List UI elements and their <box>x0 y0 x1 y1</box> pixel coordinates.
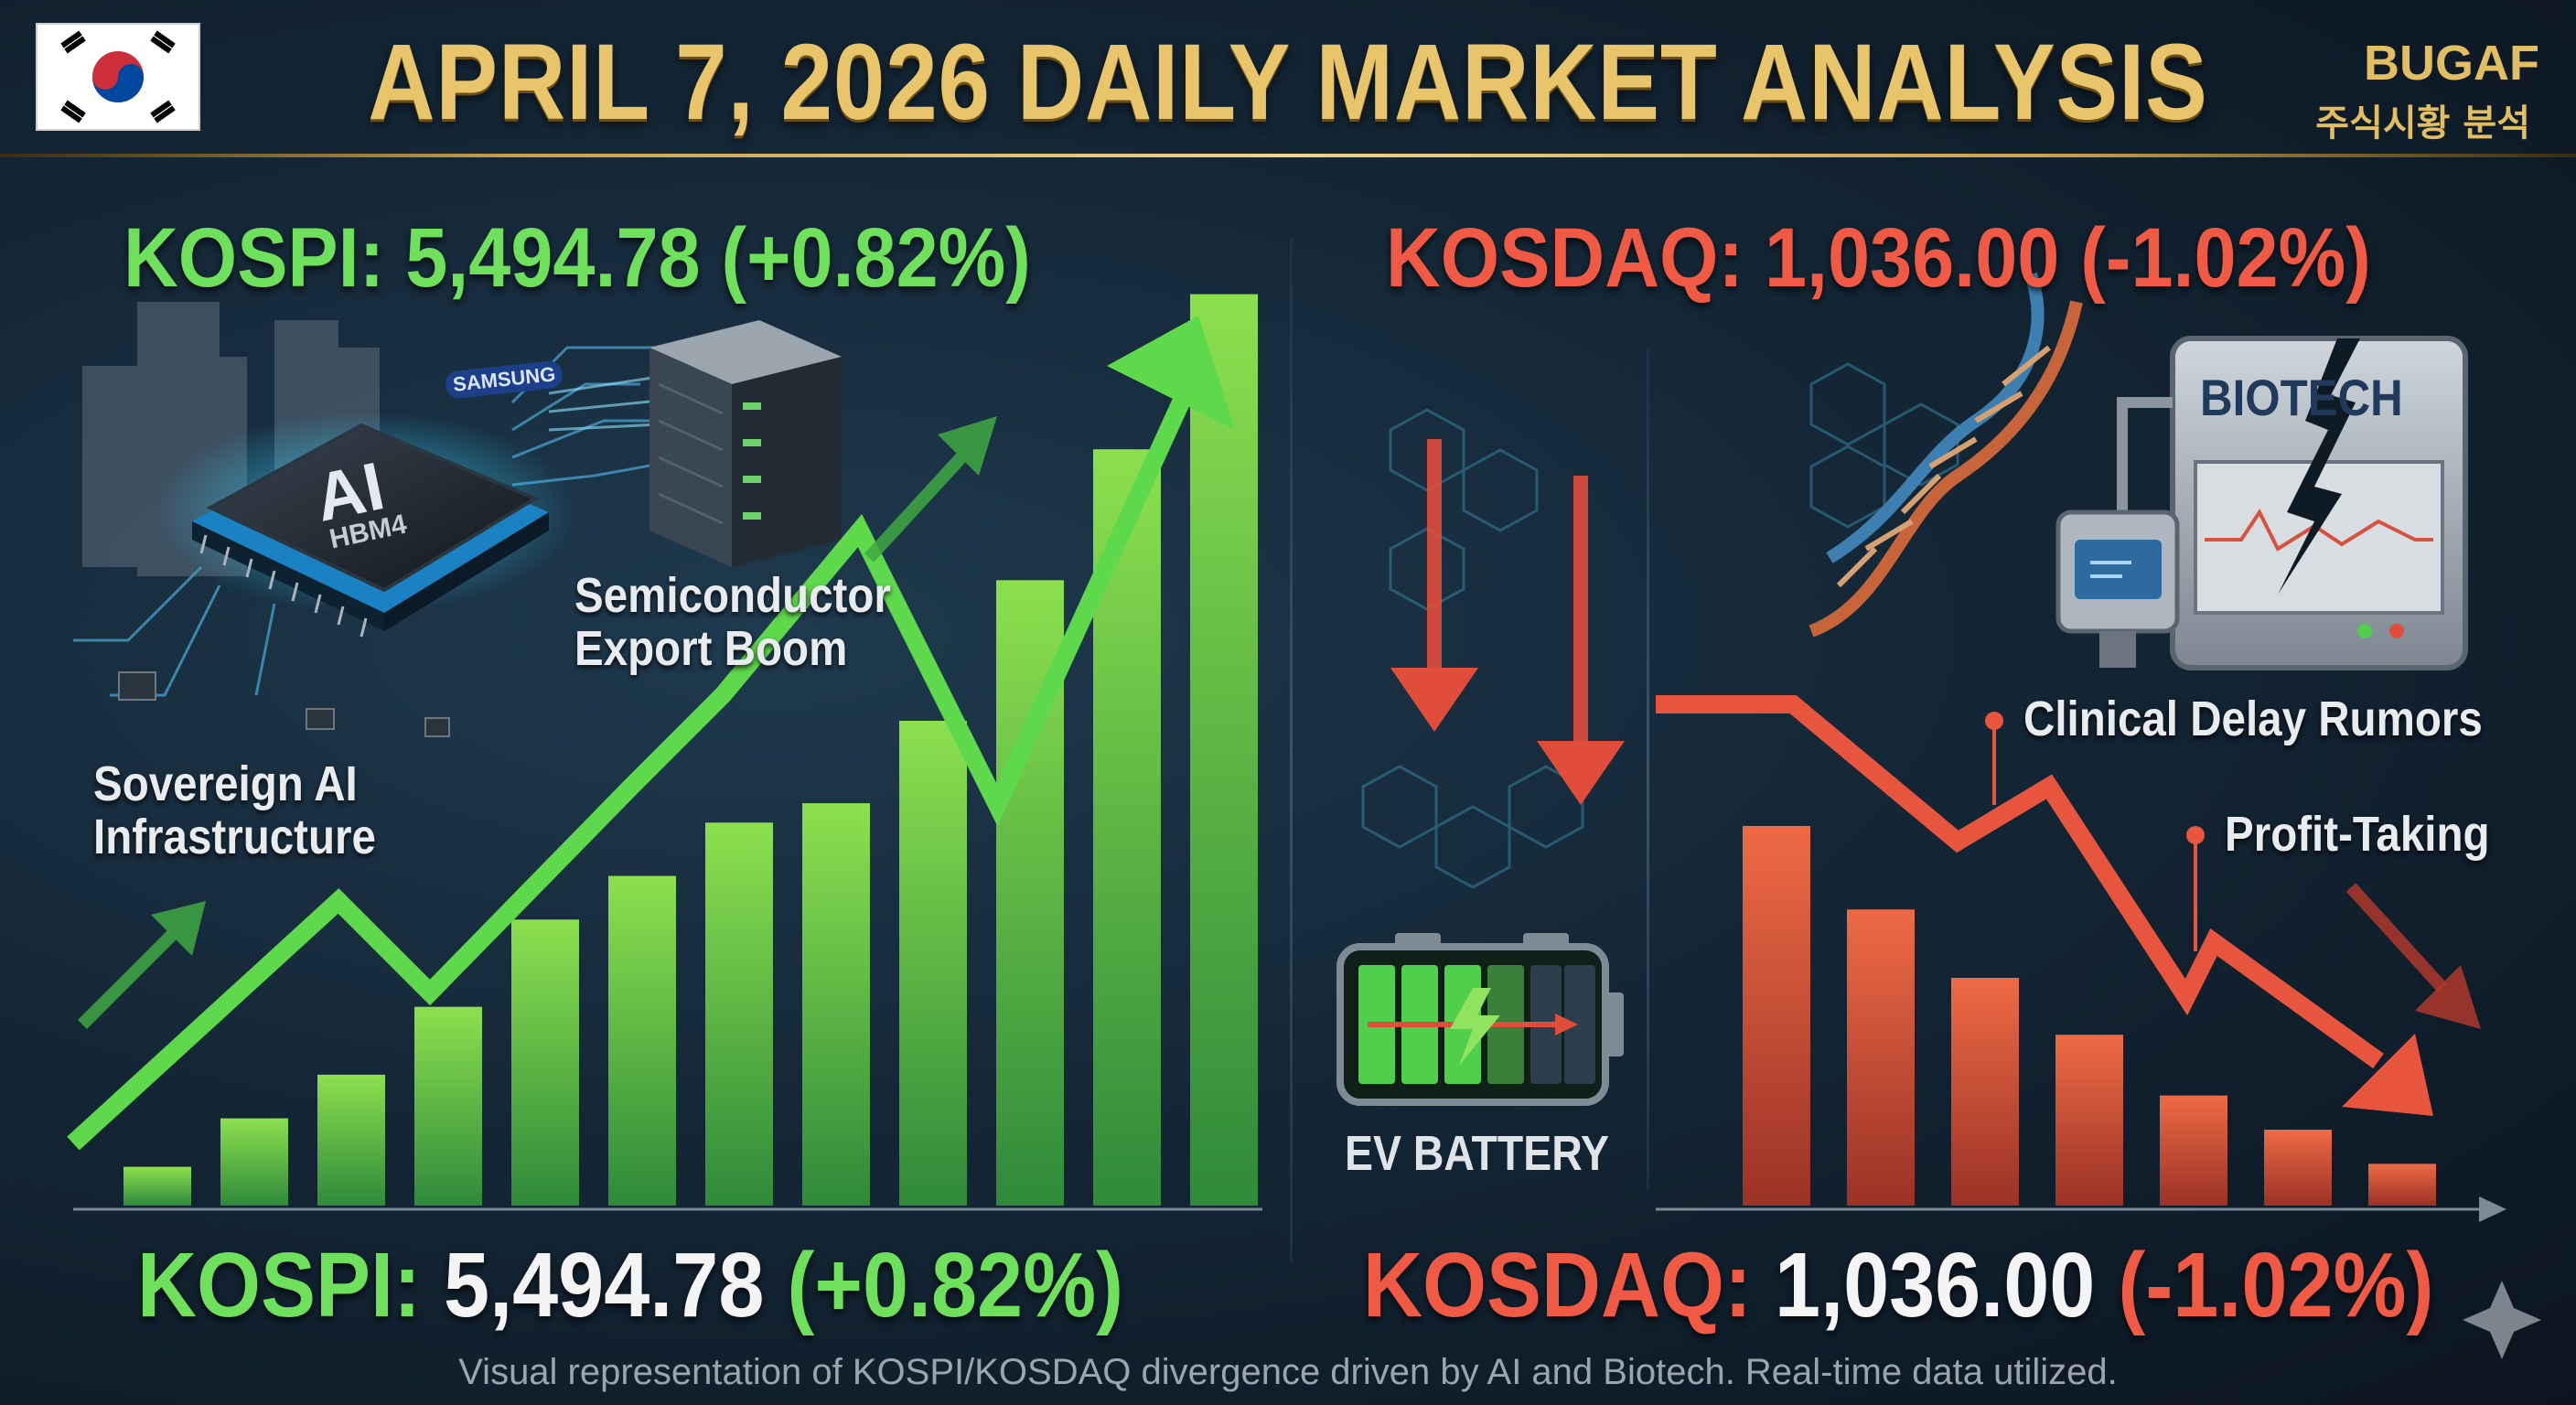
kospi-trend-line-icon <box>67 316 1235 1151</box>
kospi-top-label: KOSPI: 5,494.78 (+0.82%) <box>123 211 1031 305</box>
profit-taking-label: Profit-Taking <box>2225 807 2490 862</box>
ev-battery-label: EV BATTERY <box>1345 1126 1609 1181</box>
kospi-bar <box>802 803 870 1206</box>
kosdaq-bar <box>2368 1164 2436 1206</box>
kosdaq-bar <box>2264 1130 2332 1206</box>
ai-chip-icon <box>156 412 576 638</box>
kospi-bar <box>220 1118 288 1206</box>
small-chip-icon <box>118 671 156 701</box>
footnote: Visual representation of KOSPI/KOSDAQ di… <box>458 1352 2118 1392</box>
kospi-bar <box>511 919 579 1206</box>
kosdaq-bar <box>1951 978 2019 1206</box>
kospi-bar <box>705 822 773 1206</box>
annotation-pointer-icon <box>1985 712 2205 951</box>
kospi-name: KOSPI: <box>137 1234 422 1336</box>
small-chip-icon <box>424 717 450 737</box>
kospi-bar <box>899 721 967 1206</box>
server-rack-icon <box>649 320 842 567</box>
kosdaq-top-label: KOSDAQ: 1,036.00 (-1.02%) <box>1386 211 2371 305</box>
panel-divider <box>1290 238 1293 1262</box>
south-korea-flag-icon <box>36 23 200 131</box>
sovereign-ai-label: Sovereign AI Infrastructure <box>93 756 376 864</box>
biotech-label: BIOTECH <box>2200 369 2403 426</box>
axis-arrow-icon <box>2479 1196 2506 1222</box>
hexagon-pattern-icon <box>1361 362 1959 889</box>
kosdaq-name: KOSDAQ: <box>1363 1234 1752 1336</box>
kosdaq-bottom-label: KOSDAQ: 1,036.00 (-1.02%) <box>1363 1233 2433 1338</box>
biotech-machine-icon <box>2055 336 2468 670</box>
kospi-bottom-label: KOSPI: 5,494.78 (+0.82%) <box>137 1233 1123 1338</box>
kospi-bar-group <box>123 294 1258 1207</box>
up-arrow-icon <box>78 416 997 1029</box>
kospi-bar <box>123 1166 191 1206</box>
kospi-bar <box>414 1006 482 1206</box>
small-chip-icon <box>306 708 335 730</box>
clinical-delay-label: Clinical Delay Rumors <box>2023 692 2483 746</box>
kospi-change: (+0.82%) <box>787 1234 1124 1336</box>
kosdaq-value: 1,036.00 <box>1775 1234 2096 1336</box>
kosdaq-bar <box>1743 826 1810 1206</box>
brand-subtitle: 주식시황 분석 <box>2315 102 2530 145</box>
header-divider <box>0 154 2576 157</box>
kosdaq-bar <box>2055 1035 2123 1206</box>
brand-logo: BUGAF <box>2364 36 2539 91</box>
kosdaq-bar <box>1847 909 1915 1206</box>
kospi-value: 5,494.78 <box>444 1234 765 1336</box>
down-arrow-icon <box>1390 439 1625 805</box>
ev-battery-icon <box>1336 933 1624 1106</box>
page-title: APRIL 7, 2026 DAILY MARKET ANALYSIS <box>368 22 2208 143</box>
semiconductor-label: Semiconductor Export Boom <box>574 568 891 676</box>
kospi-bar <box>317 1074 385 1206</box>
kosdaq-change: (-1.02%) <box>2118 1234 2434 1336</box>
kosdaq-bar-group <box>1743 826 2436 1206</box>
kospi-bar <box>1190 294 1258 1207</box>
kosdaq-bar <box>2160 1095 2227 1206</box>
kospi-bar <box>608 875 676 1206</box>
sparkle-icon <box>2463 1281 2541 1359</box>
kosdaq-section-divider <box>1647 348 1649 1189</box>
dna-helix-icon <box>1809 272 2083 638</box>
kosdaq-trend-line-icon <box>1656 695 2481 1116</box>
